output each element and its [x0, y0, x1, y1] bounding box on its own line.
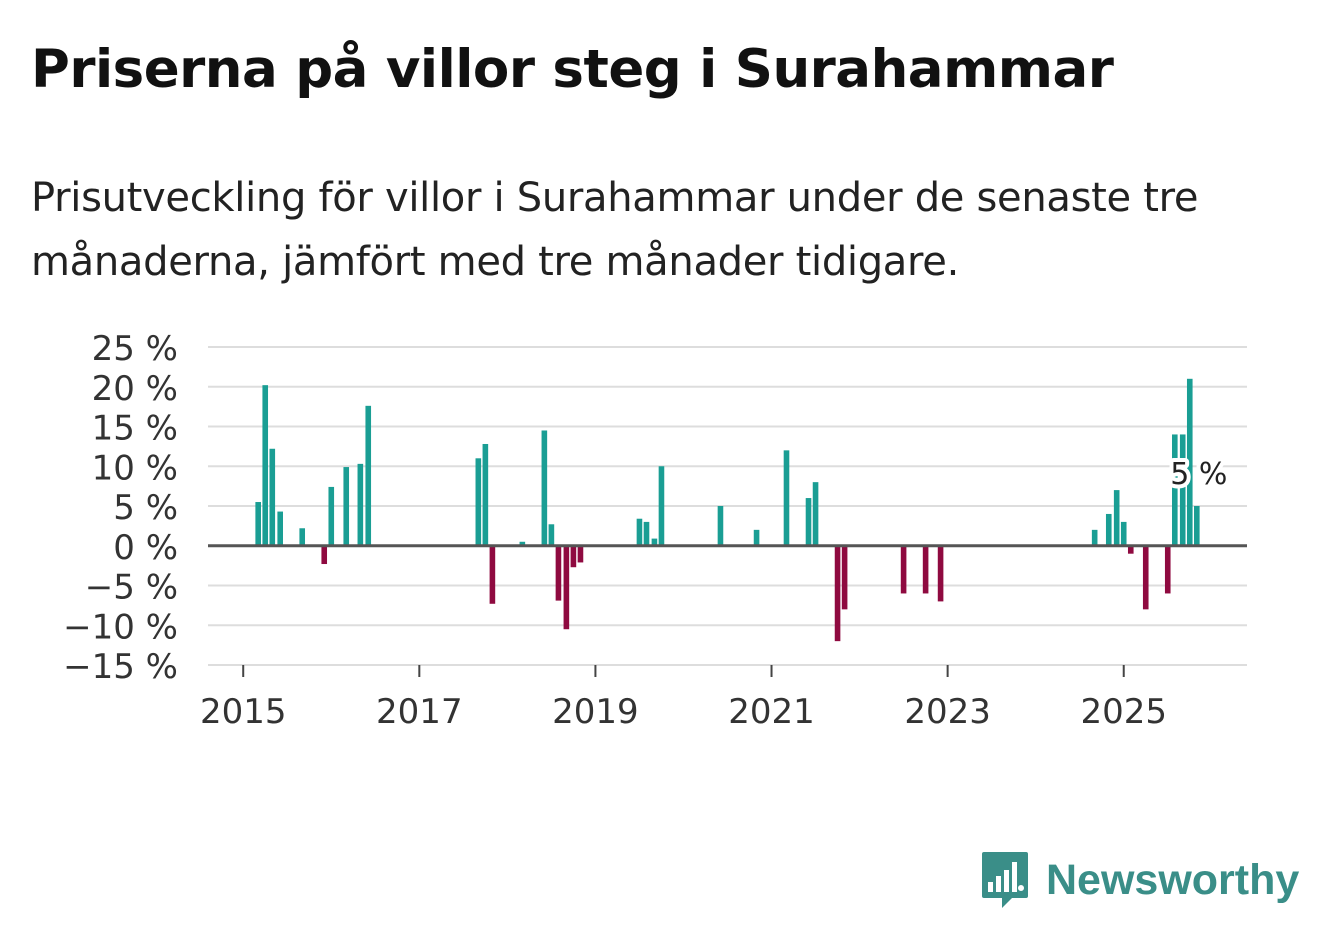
bar — [783, 450, 790, 546]
bars — [255, 378, 1200, 642]
bar — [643, 521, 650, 546]
bar — [1186, 378, 1193, 546]
x-tick-label: 2017 — [376, 692, 463, 732]
bar — [328, 486, 335, 546]
bar — [937, 545, 944, 602]
chart-subtitle: Prisutveckling för villor i Surahammar u… — [31, 175, 1199, 285]
y-tick-label: 0 % — [113, 528, 178, 568]
grid-lines — [208, 346, 1247, 666]
y-tick-label: 5 % — [113, 488, 178, 528]
newsworthy-bar-chart-bubble-icon — [982, 852, 1028, 908]
bar — [1164, 545, 1171, 594]
chart-title: Priserna på villor steg i Surahammar — [31, 39, 1114, 100]
bar — [277, 511, 283, 546]
annotation-label-halo: 5 % — [1170, 457, 1227, 492]
brand-name: Newsworthy — [1046, 855, 1300, 904]
bar — [262, 385, 269, 546]
newsworthy-brand: Newsworthy — [980, 848, 1299, 912]
annotation-label: 5 % — [1170, 457, 1227, 492]
bar — [717, 506, 724, 546]
bar — [651, 538, 658, 546]
bar — [1105, 513, 1112, 546]
bar — [1142, 545, 1149, 610]
bar — [563, 545, 570, 630]
y-tick-label: 20 % — [92, 369, 178, 409]
bar — [1179, 434, 1186, 546]
bar — [658, 466, 665, 546]
bar — [1120, 521, 1127, 546]
x-tick-label: 2015 — [200, 692, 287, 732]
annotation-layer: 5 %5 % — [1166, 453, 1231, 496]
bar — [577, 545, 584, 563]
bar — [269, 448, 276, 546]
bar — [365, 405, 372, 546]
bar — [1113, 490, 1120, 546]
bar — [834, 545, 841, 642]
bar — [475, 458, 482, 546]
bar — [570, 545, 577, 568]
bar — [555, 545, 562, 601]
bar — [812, 482, 819, 546]
axes: 25 %20 %15 %10 %5 %0 %−5 %−10 %−15 %2015… — [63, 329, 1247, 732]
x-tick-label: 2025 — [1080, 692, 1167, 732]
bar — [900, 545, 907, 594]
bar — [636, 518, 643, 546]
bar — [1194, 506, 1200, 546]
bar — [255, 502, 261, 546]
bar — [753, 529, 760, 546]
bar — [805, 498, 812, 546]
bar — [519, 541, 526, 546]
bar-chart: 25 %20 %15 %10 %5 %0 %−5 %−10 %−15 %2015… — [63, 329, 1247, 732]
bar — [841, 545, 848, 610]
x-tick-label: 2019 — [552, 692, 639, 732]
y-tick-label: −15 % — [63, 647, 178, 687]
bar — [489, 545, 496, 604]
x-tick-label: 2023 — [904, 692, 991, 732]
bar — [343, 467, 350, 546]
bar — [482, 443, 489, 546]
y-tick-label: 15 % — [92, 409, 178, 449]
y-tick-label: 25 % — [92, 329, 178, 369]
bar — [1172, 434, 1178, 546]
bar — [541, 430, 548, 546]
y-tick-label: −10 % — [63, 607, 178, 647]
bar — [1127, 545, 1134, 554]
y-tick-label: −5 % — [85, 568, 178, 608]
bar — [1091, 529, 1098, 546]
bar — [357, 463, 364, 546]
x-tick-label: 2021 — [728, 692, 815, 732]
y-tick-label: 10 % — [92, 448, 178, 488]
bar — [299, 528, 306, 546]
bar — [922, 545, 929, 594]
bar — [548, 524, 555, 546]
bar — [321, 545, 328, 565]
